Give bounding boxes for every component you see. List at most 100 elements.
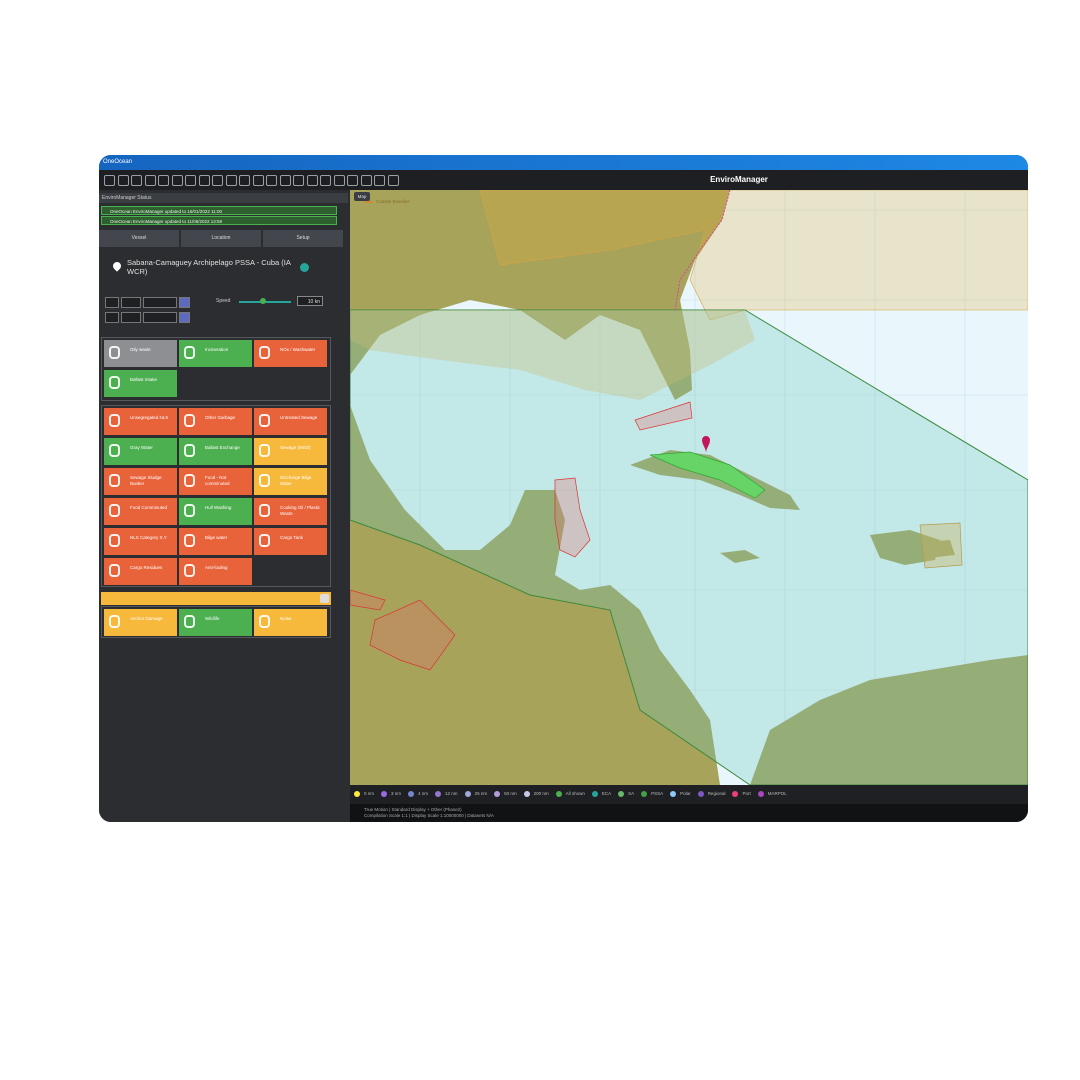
collapse-button[interactable] <box>320 594 329 603</box>
tile[interactable]: Discharge Bilge Water <box>254 468 327 495</box>
legend-bar: 0 nm 3 nm 4 nm 12 nm 25 nm 50 nm 200 nm All sho… <box>350 785 1028 804</box>
tile[interactable]: Oily waste <box>104 340 177 367</box>
tile[interactable]: Other Garbage <box>179 408 252 435</box>
input[interactable] <box>179 297 190 308</box>
legend-item[interactable]: Polar <box>670 791 691 797</box>
tile[interactable]: Anti-fouling <box>179 558 252 585</box>
tile[interactable]: NLS Category X,Y <box>104 528 177 555</box>
legend-item[interactable]: MARPOL <box>757 791 787 797</box>
tile[interactable]: NOx / Washwater <box>254 340 327 367</box>
tool-icon[interactable] <box>360 175 372 186</box>
tile-icon <box>109 376 120 389</box>
legend-item[interactable]: 12 nm <box>435 791 458 797</box>
tile[interactable]: Anchor Damage <box>104 609 177 636</box>
tool-icon[interactable] <box>144 175 156 186</box>
tile[interactable]: Gray Water <box>104 438 177 465</box>
tool-icon[interactable] <box>212 175 223 186</box>
legend-dot <box>641 791 648 797</box>
legend-item[interactable]: All shown <box>555 791 585 797</box>
tile-icon <box>184 534 195 547</box>
tool-icon[interactable] <box>293 175 304 186</box>
legend-label: 25 nm <box>474 791 488 797</box>
tool-icon[interactable] <box>117 175 129 186</box>
legend-item[interactable]: PSSA <box>641 791 663 797</box>
tile[interactable]: Wildlife <box>179 609 252 636</box>
tile-icon <box>184 474 195 487</box>
legend-item[interactable]: Port <box>732 791 751 797</box>
tool-icon[interactable] <box>239 175 250 186</box>
tile-icon <box>184 564 195 577</box>
tab[interactable]: Location <box>181 230 261 247</box>
legend-label: MARPOL <box>767 791 787 797</box>
legend-dot <box>494 791 501 797</box>
legend-item[interactable]: 200 nm <box>523 791 549 797</box>
tile[interactable]: Hull Washing <box>179 498 252 525</box>
tile-icon <box>109 444 120 457</box>
tile-icon <box>259 414 270 427</box>
tool-icon[interactable] <box>225 175 237 186</box>
tile[interactable]: Sewage (MSD) <box>254 438 327 465</box>
legend-dot <box>523 791 530 797</box>
input[interactable] <box>121 312 141 323</box>
tool-icon[interactable] <box>104 175 115 186</box>
input[interactable] <box>105 297 119 308</box>
tile[interactable]: Food Comminuted <box>104 498 177 525</box>
tool-icon[interactable] <box>266 175 277 186</box>
speed-label: Speed <box>216 298 231 304</box>
map-canvas <box>350 190 1028 785</box>
tool-icon[interactable] <box>374 175 385 186</box>
tile[interactable]: Cargo Residues <box>104 558 177 585</box>
input[interactable] <box>143 297 177 308</box>
tool-icon[interactable] <box>252 175 264 186</box>
tool-icon[interactable] <box>333 175 345 186</box>
tile[interactable]: Bilge water <box>179 528 252 555</box>
legend-item[interactable]: Regional <box>697 791 725 797</box>
tab[interactable]: Vessel <box>99 230 179 247</box>
legend-item[interactable]: 25 nm <box>464 791 488 797</box>
location-button[interactable] <box>300 263 309 272</box>
map-tab[interactable]: Map <box>354 192 370 201</box>
tool-icon[interactable] <box>185 175 196 186</box>
tile[interactable]: Cargo Tank <box>254 528 327 555</box>
legend-item[interactable]: SA <box>618 791 634 797</box>
tool-icon[interactable] <box>306 175 318 186</box>
map-label: Coastal Baseline <box>376 199 410 204</box>
tile[interactable]: Incineration <box>179 340 252 367</box>
input[interactable] <box>121 297 141 308</box>
input[interactable] <box>143 312 177 323</box>
legend-item[interactable]: ECA <box>591 791 611 797</box>
speed-value[interactable]: 10 kn <box>297 296 323 306</box>
input[interactable] <box>105 312 119 323</box>
tool-icon[interactable] <box>198 175 210 186</box>
legend-item[interactable]: 0 nm <box>354 791 374 797</box>
tile[interactable]: Untreated Sewage <box>254 408 327 435</box>
tile[interactable]: Food - Not comminuted <box>179 468 252 495</box>
tool-icon[interactable] <box>158 175 169 186</box>
legend-label: 4 nm <box>418 791 429 797</box>
tile[interactable]: Unsegregated NLS <box>104 408 177 435</box>
tool-icon[interactable] <box>347 175 358 186</box>
tile-label: Food Comminuted <box>130 505 168 510</box>
tile-label: Sewage (MSD) <box>280 445 311 450</box>
tile-icon <box>109 414 120 427</box>
slider-thumb[interactable] <box>260 298 266 304</box>
tile[interactable]: Noise <box>254 609 327 636</box>
tile-icon <box>109 346 120 359</box>
input[interactable] <box>179 312 190 323</box>
tile[interactable]: Ballast Exchange <box>179 438 252 465</box>
tool-icon[interactable] <box>279 175 291 186</box>
tool-icon[interactable] <box>171 175 183 186</box>
tile[interactable]: Ballast Intake <box>104 370 177 397</box>
legend-item[interactable]: 4 nm <box>408 791 428 797</box>
tile[interactable]: Cooking Oil / Plastic Waste <box>254 498 327 525</box>
legend-dot <box>464 791 471 797</box>
legend-item[interactable]: 50 nm <box>494 791 517 797</box>
legend-item[interactable]: 3 nm <box>381 791 401 797</box>
tool-icon[interactable] <box>131 175 142 186</box>
tool-icon[interactable] <box>387 175 399 186</box>
legend-dot <box>697 791 704 797</box>
tile[interactable]: Sewage Sludge Bunker <box>104 468 177 495</box>
tile-icon <box>259 534 270 547</box>
tool-icon[interactable] <box>320 175 331 186</box>
tab[interactable]: Setup <box>263 230 343 247</box>
